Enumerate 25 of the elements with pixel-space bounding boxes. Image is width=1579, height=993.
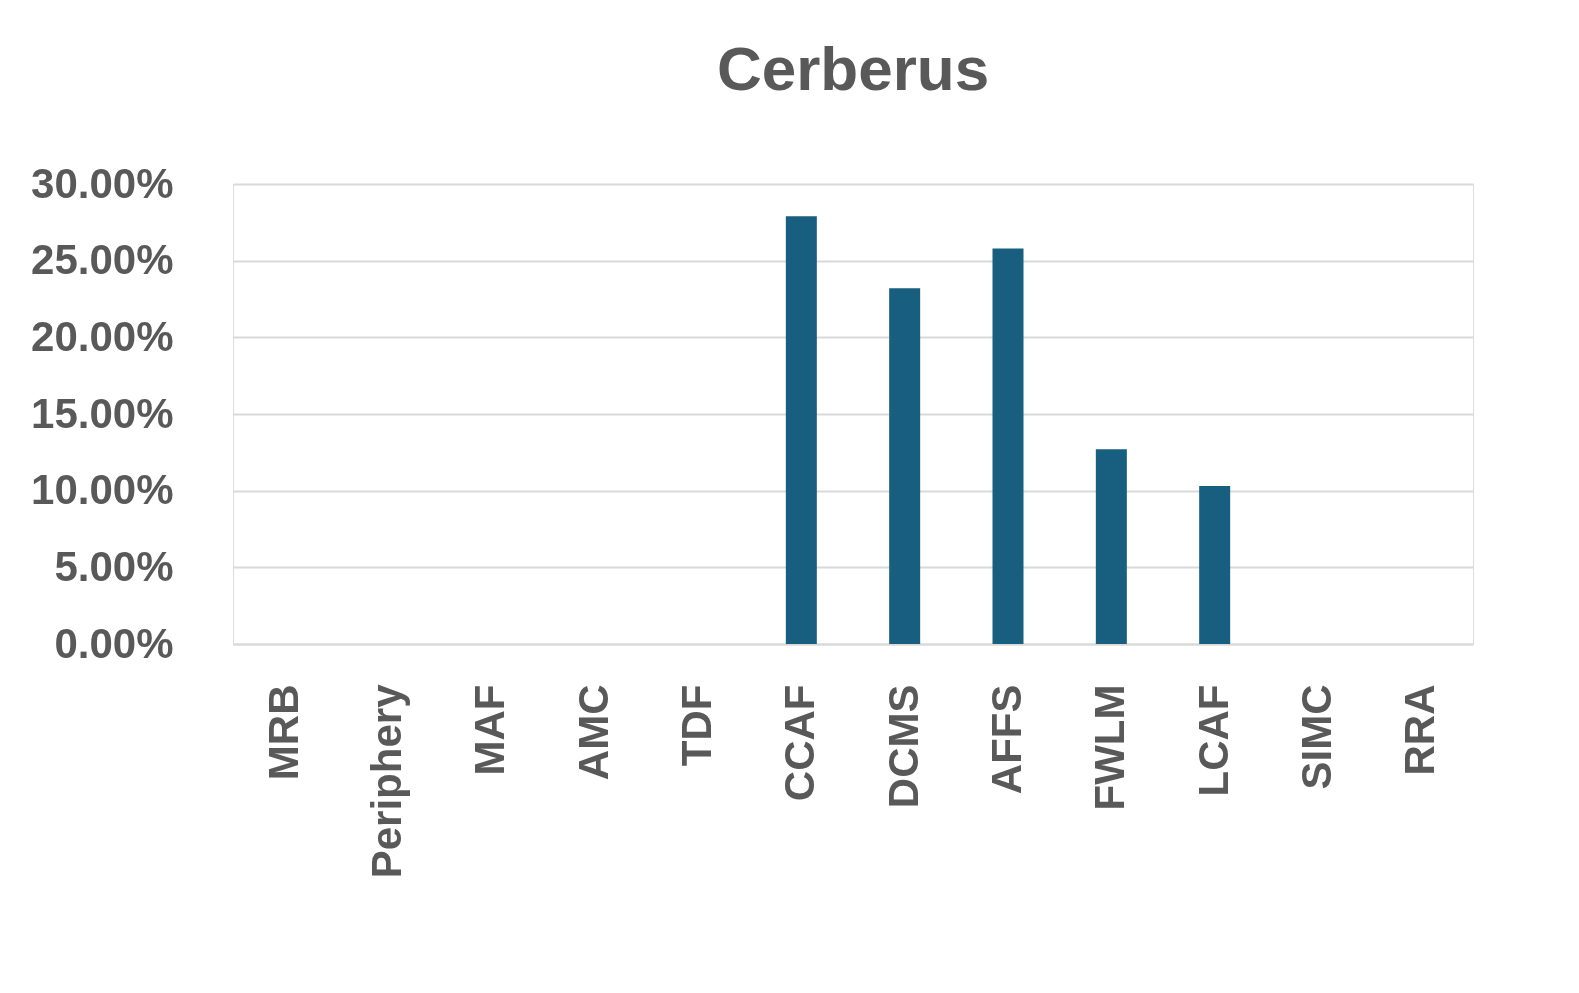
x-tick-label: CCAF — [776, 684, 824, 802]
y-tick-label: 15.00% — [31, 389, 174, 437]
x-tick-label: LCAF — [1189, 684, 1237, 797]
bar — [1199, 486, 1231, 644]
bar — [992, 248, 1024, 644]
x-tick-label: SIMC — [1293, 684, 1340, 790]
y-tick-label: 20.00% — [31, 312, 174, 360]
y-tick-label: 30.00% — [31, 159, 174, 207]
bar — [1095, 449, 1127, 644]
x-tick-label: AMC — [569, 684, 617, 781]
y-tick-label: 10.00% — [31, 466, 174, 514]
y-tick-label: 25.00% — [31, 236, 174, 284]
x-tick-label: Periphery — [363, 683, 410, 879]
x-tick-label: AFFS — [983, 684, 1030, 795]
bar — [889, 288, 921, 644]
y-tick-label: 5.00% — [54, 542, 174, 590]
x-tick-label: FWLM — [1086, 684, 1134, 811]
x-tick-label: MRB — [259, 684, 307, 781]
bar — [785, 216, 817, 644]
x-tick-label: DCMS — [879, 684, 927, 809]
x-tick-label: RRA — [1396, 684, 1444, 776]
y-tick-label: 0.00% — [54, 619, 174, 667]
x-tick-label: TDF — [673, 684, 720, 767]
chart-title: Cerberus — [716, 34, 990, 103]
x-tick-label: MAF — [466, 684, 514, 776]
